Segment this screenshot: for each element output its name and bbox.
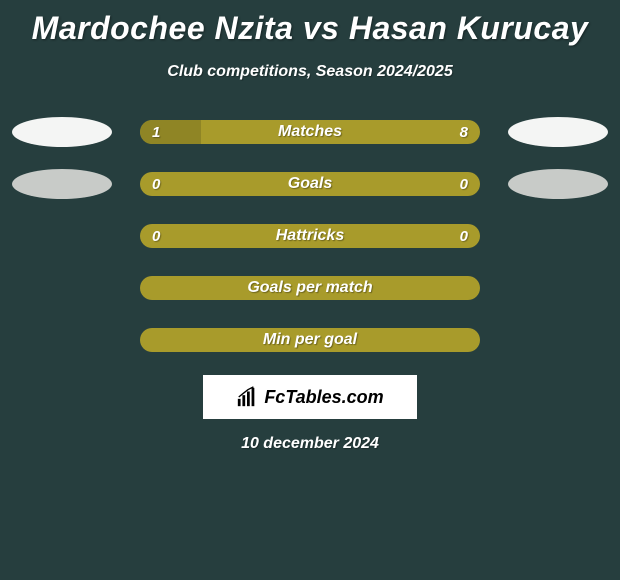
stat-label: Goals per match — [140, 279, 480, 297]
spacer — [12, 325, 112, 355]
spacer — [508, 325, 608, 355]
branding-box: FcTables.com — [203, 375, 417, 419]
stat-bar: 18Matches — [140, 120, 480, 144]
stat-row: 00Hattricks — [0, 221, 620, 251]
date-text: 10 december 2024 — [0, 435, 620, 453]
spacer — [12, 273, 112, 303]
stat-bar: Goals per match — [140, 276, 480, 300]
stat-bar: 00Hattricks — [140, 224, 480, 248]
page-title: Mardochee Nzita vs Hasan Kurucay — [0, 0, 620, 47]
chart-icon — [236, 386, 258, 408]
stat-label: Min per goal — [140, 331, 480, 349]
player-right-marker — [508, 169, 608, 199]
stat-bar: 00Goals — [140, 172, 480, 196]
player-left-marker — [12, 117, 112, 147]
stat-label: Goals — [140, 175, 480, 193]
spacer — [508, 273, 608, 303]
stat-row: 00Goals — [0, 169, 620, 199]
stat-rows-container: 18Matches 00Goals 00Hattricks Goals per mat… — [0, 117, 620, 355]
stat-label: Matches — [140, 123, 480, 141]
spacer — [12, 221, 112, 251]
stat-bar: Min per goal — [140, 328, 480, 352]
subtitle: Club competitions, Season 2024/2025 — [0, 63, 620, 81]
spacer — [508, 221, 608, 251]
branding-text: FcTables.com — [264, 387, 383, 408]
player-right-marker — [508, 117, 608, 147]
stat-row: Min per goal — [0, 325, 620, 355]
player-left-marker — [12, 169, 112, 199]
stat-row: Goals per match — [0, 273, 620, 303]
stat-label: Hattricks — [140, 227, 480, 245]
stat-row: 18Matches — [0, 117, 620, 147]
